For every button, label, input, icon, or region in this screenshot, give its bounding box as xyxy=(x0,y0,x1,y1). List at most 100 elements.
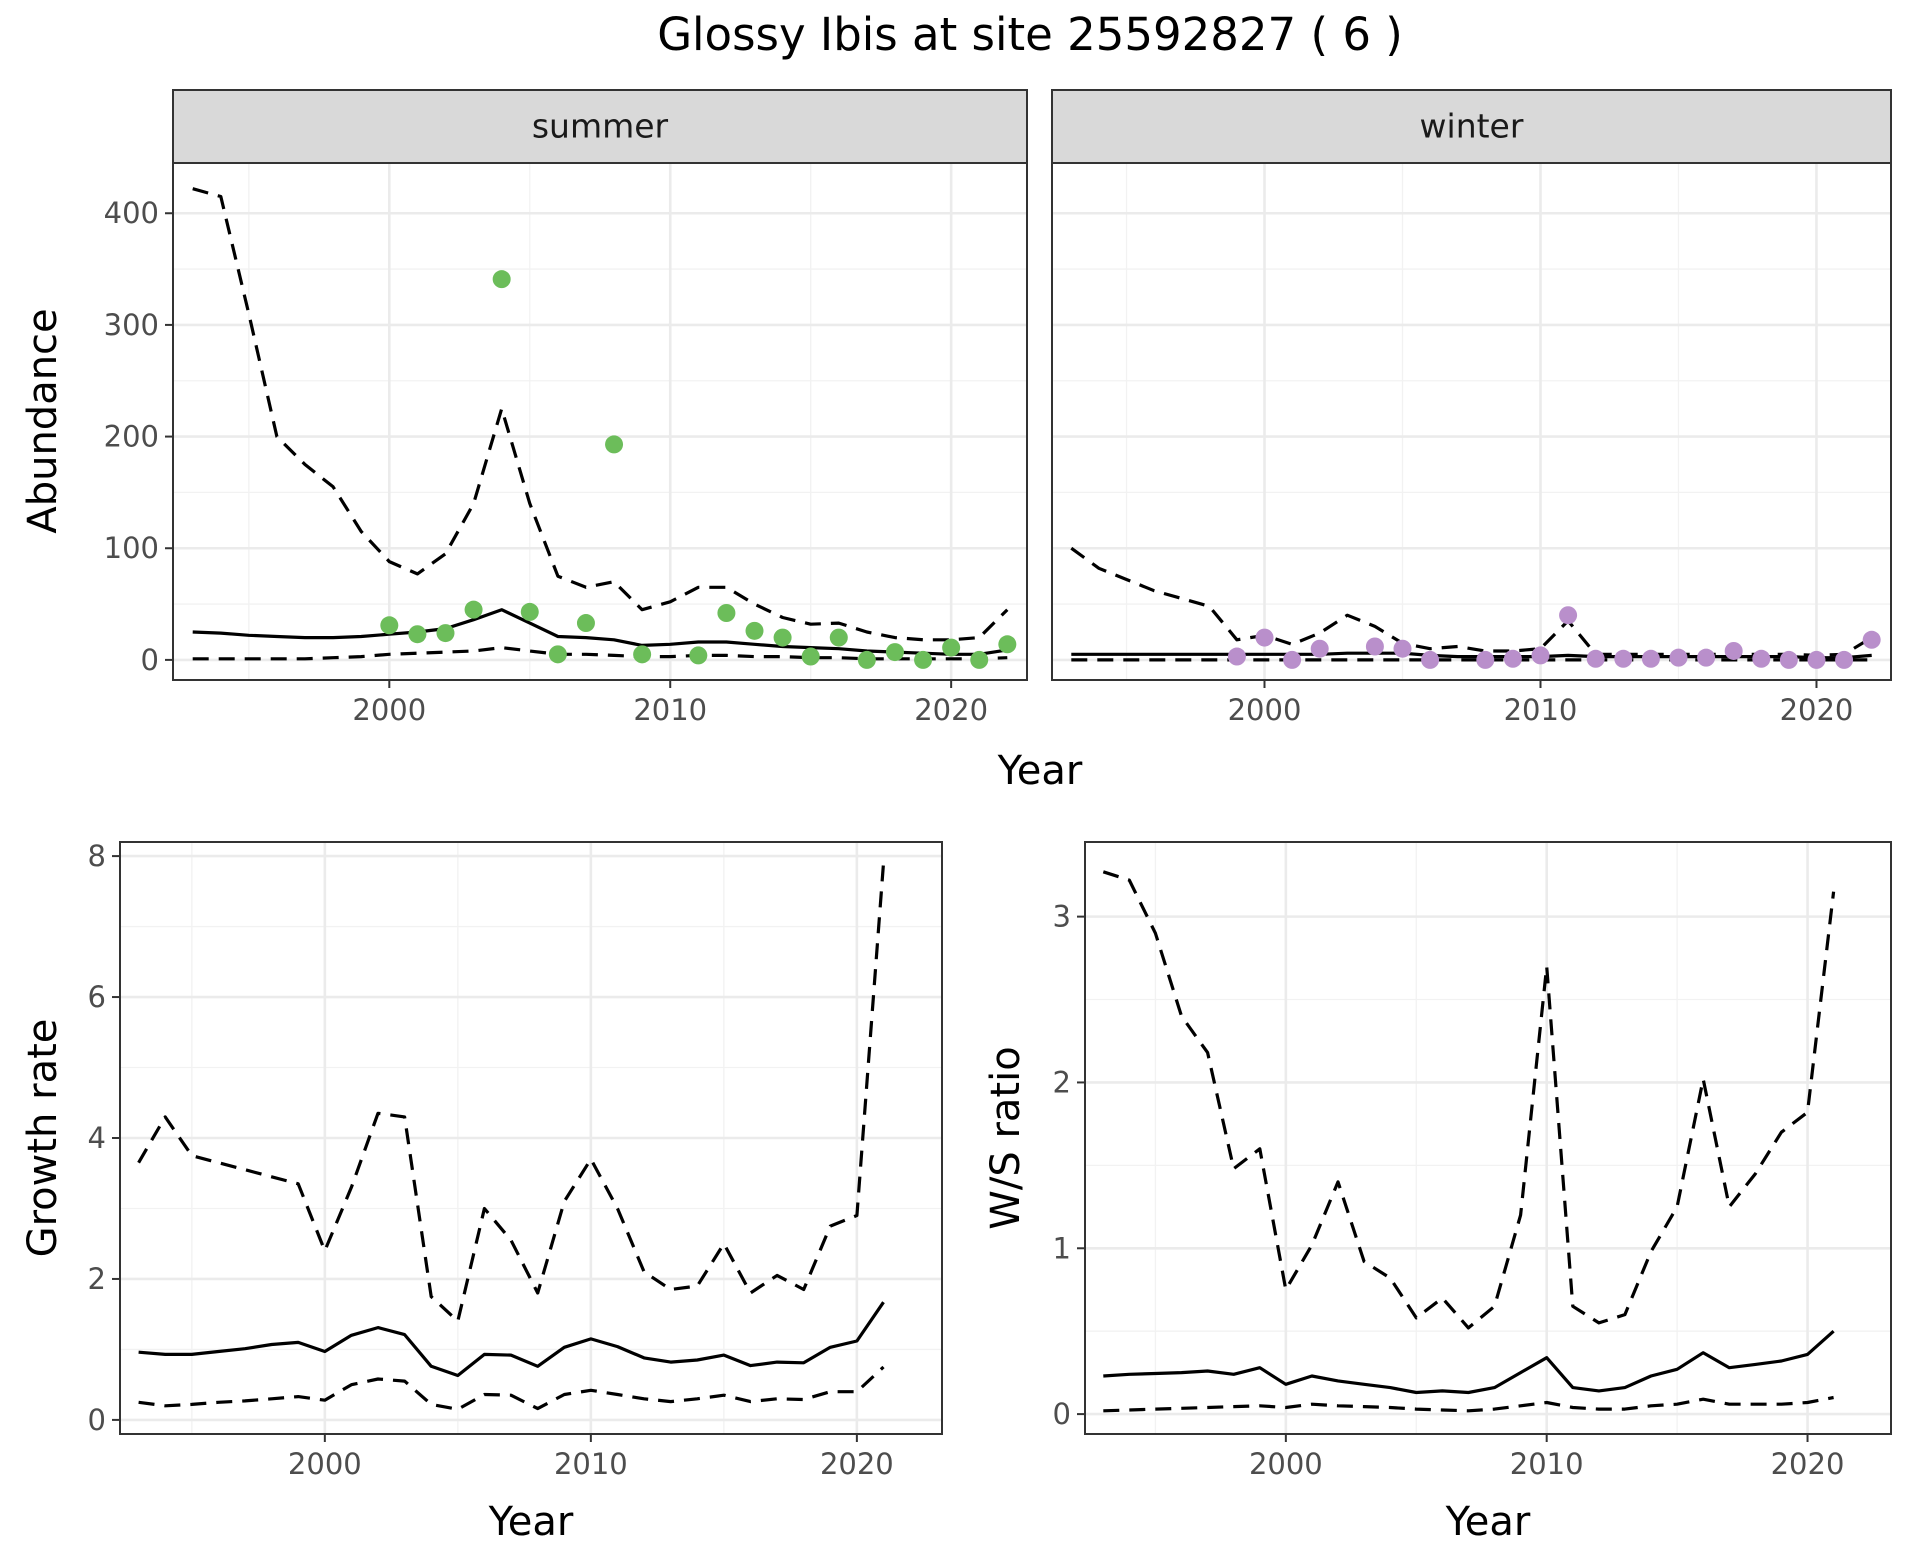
panel-border-winter xyxy=(1051,162,1892,681)
data-point-summer xyxy=(829,628,848,647)
data-point-summer xyxy=(857,650,876,669)
y-tick-label: 100 xyxy=(104,531,159,565)
x-tick-label: 2000 xyxy=(288,1447,362,1481)
interval-line-ratio xyxy=(1102,870,1836,1330)
data-point-summer xyxy=(970,650,989,669)
median-line-winter xyxy=(1071,651,1872,660)
y-tick-label: 1 xyxy=(1053,1231,1071,1265)
y-tick-label: 400 xyxy=(104,196,159,230)
x-tick-label: 2020 xyxy=(1780,693,1854,727)
data-point-summer xyxy=(492,270,511,289)
data-point-winter xyxy=(1862,630,1881,649)
x-tick-label: 2000 xyxy=(1249,1447,1323,1481)
facet-strip-label-summer: summer xyxy=(532,107,669,146)
data-point-summer xyxy=(689,646,708,665)
data-point-summer xyxy=(520,602,539,621)
data-point-winter xyxy=(1614,649,1633,668)
y-tick-label: 8 xyxy=(88,839,106,873)
data-point-summer xyxy=(745,621,764,640)
y-axis-title-summer: Abundance xyxy=(20,308,66,533)
data-point-summer xyxy=(548,645,567,664)
y-tick-label: 0 xyxy=(88,1403,106,1437)
data-point-summer xyxy=(380,616,399,635)
x-tick-label: 2020 xyxy=(820,1447,894,1481)
data-point-summer xyxy=(605,435,624,454)
data-point-summer xyxy=(633,645,652,664)
x-tick-label: 2020 xyxy=(1771,1447,1845,1481)
y-tick-label: 200 xyxy=(104,420,159,454)
data-point-winter xyxy=(1724,641,1743,660)
data-point-summer xyxy=(998,635,1017,654)
facet-strip-label-winter: winter xyxy=(1420,107,1524,146)
data-point-summer xyxy=(576,614,595,633)
facet-strip-summer xyxy=(172,89,1028,164)
interval-line-summer xyxy=(192,187,1009,642)
data-point-winter xyxy=(1283,650,1302,669)
data-point-winter xyxy=(1255,628,1274,647)
data-point-summer xyxy=(914,650,933,669)
panel-ratio: 0 1 2 3 2000 2010 2020 W/S ratio Year xyxy=(983,841,1892,1545)
data-point-winter xyxy=(1779,650,1798,669)
data-point-winter xyxy=(1641,649,1660,668)
chart-title: Glossy Ibis at site 25592827 ( 6 ) xyxy=(657,8,1403,61)
data-point-summer xyxy=(801,647,820,666)
data-point-winter xyxy=(1503,649,1522,668)
y-axis-title-growth: Growth rate xyxy=(20,1019,66,1258)
y-tick-label: 2 xyxy=(88,1262,106,1296)
data-point-summer xyxy=(942,638,961,657)
data-point-winter xyxy=(1365,637,1384,656)
data-point-winter xyxy=(1531,646,1550,665)
data-point-summer xyxy=(717,604,736,623)
data-point-winter xyxy=(1697,648,1716,667)
x-tick-label: 2010 xyxy=(633,693,707,727)
x-tick-label: 2020 xyxy=(914,693,988,727)
data-point-summer xyxy=(408,625,427,644)
median-line-growth xyxy=(138,1301,885,1378)
data-point-winter xyxy=(1752,649,1771,668)
panel-growth: 0 2 4 6 8 2000 2010 2020 Growth rate Year xyxy=(20,839,943,1545)
y-tick-label: 300 xyxy=(104,308,159,342)
data-point-summer xyxy=(436,624,455,643)
data-point-winter xyxy=(1586,649,1605,668)
data-point-winter xyxy=(1393,639,1412,658)
median-line-summer xyxy=(192,608,1008,656)
data-point-summer xyxy=(885,643,904,662)
data-point-summer xyxy=(773,628,792,647)
x-tick-label: 2000 xyxy=(1228,693,1302,727)
data-point-winter xyxy=(1669,648,1688,667)
data-point-winter xyxy=(1310,639,1329,658)
y-tick-label: 0 xyxy=(1053,1397,1071,1431)
data-point-winter xyxy=(1559,606,1578,625)
x-tick-label: 2010 xyxy=(1504,693,1578,727)
x-tick-label: 2000 xyxy=(352,693,426,727)
y-tick-label: 4 xyxy=(88,1121,106,1155)
x-tick-label: 2010 xyxy=(1510,1447,1584,1481)
facet-strip-winter xyxy=(1051,89,1892,164)
interval-line-growth xyxy=(138,1365,885,1411)
y-tick-label: 3 xyxy=(1053,900,1071,934)
panel-summer: summer 0 100 200 300 400 2000 2010 2020 Abundance xyxy=(20,89,1028,727)
panel-border-summer xyxy=(172,162,1028,681)
interval-line-ratio xyxy=(1103,1395,1834,1413)
interval-line-growth xyxy=(137,862,886,1323)
interval-line-winter xyxy=(1070,546,1873,657)
y-tick-label: 6 xyxy=(88,980,106,1014)
x-tick-label: 2010 xyxy=(554,1447,628,1481)
data-point-winter xyxy=(1421,650,1440,669)
panel-winter: winter 2000 2010 2020 xyxy=(1051,89,1892,727)
data-point-summer xyxy=(464,600,483,619)
data-point-winter xyxy=(1835,650,1854,669)
x-axis-title-growth: Year xyxy=(488,1499,574,1545)
median-line-ratio xyxy=(1103,1330,1835,1395)
data-point-winter xyxy=(1807,650,1826,669)
y-tick-label: 2 xyxy=(1053,1065,1071,1099)
y-tick-label: 0 xyxy=(141,643,159,677)
panel-border-ratio xyxy=(1084,841,1892,1435)
y-axis-title-ratio: W/S ratio xyxy=(983,1046,1029,1229)
shared-x-axis-title: Year xyxy=(997,748,1083,794)
x-axis-title-ratio: Year xyxy=(1445,1499,1531,1545)
data-point-winter xyxy=(1476,650,1495,669)
data-point-winter xyxy=(1227,647,1246,666)
